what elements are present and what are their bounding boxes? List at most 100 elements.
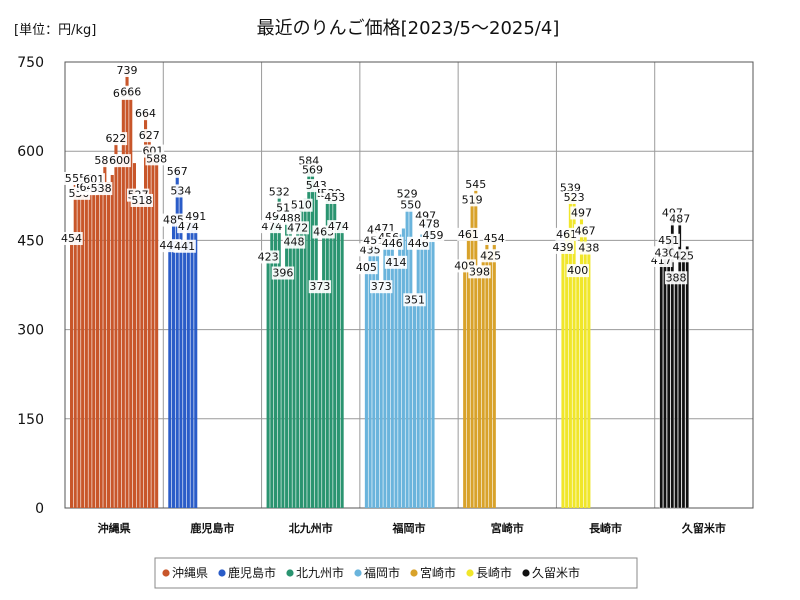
bar — [674, 277, 678, 509]
bar — [368, 249, 372, 508]
bar — [151, 150, 155, 508]
bar — [314, 185, 318, 508]
x-category-label: 福岡市 — [392, 521, 426, 535]
bar — [285, 207, 289, 508]
legend-marker — [410, 569, 418, 577]
bar — [489, 255, 493, 508]
legend-label: 福岡市 — [364, 565, 400, 580]
data-label: 441 — [174, 240, 195, 253]
y-tick-label: 150 — [17, 412, 44, 428]
data-label: 388 — [666, 271, 687, 284]
data-label: 600 — [109, 154, 130, 167]
bar — [296, 227, 300, 509]
data-label: 405 — [356, 261, 377, 274]
data-label-bg — [138, 129, 161, 143]
bar — [329, 192, 333, 508]
bar — [99, 188, 103, 508]
data-label-bg — [308, 280, 332, 294]
data-label: 666 — [120, 86, 141, 99]
x-category-label: 長崎市 — [589, 521, 622, 535]
bar — [186, 226, 190, 509]
data-label-bg — [421, 229, 445, 243]
data-label-bg — [577, 241, 601, 255]
data-label: 351 — [404, 293, 425, 306]
bar — [136, 194, 140, 509]
data-label-bg — [323, 190, 346, 204]
bar — [587, 247, 591, 508]
bars — [70, 68, 689, 509]
data-label-bg — [169, 184, 193, 198]
data-label: 472 — [287, 221, 308, 234]
data-label-bg — [256, 250, 280, 264]
data-label: 373 — [371, 280, 392, 293]
y-axis: 0 150 300 450 600 750 — [17, 55, 44, 517]
bar — [477, 271, 482, 508]
data-labels: 4545555305555846486015385856226006967396… — [60, 64, 695, 307]
data-label-bg — [468, 265, 491, 279]
grid — [65, 61, 753, 509]
bar — [390, 242, 394, 508]
data-label-bg — [104, 132, 128, 146]
bar — [481, 252, 485, 508]
bar — [121, 92, 125, 508]
data-label: 414 — [386, 256, 407, 269]
data-label: 739 — [117, 64, 138, 77]
legend-marker — [162, 569, 170, 577]
bar — [144, 113, 148, 509]
bar — [568, 187, 572, 508]
data-label-bg — [108, 154, 131, 168]
bar — [81, 177, 85, 508]
bar — [372, 239, 376, 508]
data-label: 545 — [465, 178, 486, 191]
bar — [292, 241, 296, 508]
x-category-label: 鹿児島市 — [190, 521, 234, 535]
data-label: 454 — [484, 232, 505, 245]
bar — [147, 135, 151, 509]
data-label-bg — [286, 221, 309, 235]
data-label-bg — [89, 182, 113, 196]
x-category-label: 宮崎市 — [491, 521, 524, 535]
bar — [424, 215, 428, 508]
data-label: 529 — [397, 187, 418, 200]
legend: 沖縄県 鹿児島市 北九州市 福岡市 宮崎市 長崎市 久留米市 — [154, 557, 638, 589]
data-label-bg — [381, 236, 404, 250]
data-label-bg — [672, 249, 695, 263]
bar — [179, 190, 183, 508]
data-label: 487 — [669, 212, 690, 225]
legend-marker — [354, 569, 362, 577]
legend-box — [154, 557, 638, 589]
data-label: 459 — [423, 229, 444, 242]
data-label: 439 — [552, 241, 573, 254]
data-label: 478 — [419, 218, 440, 231]
x-category-label: 沖縄県 — [98, 521, 131, 535]
legend-label: 鹿児島市 — [228, 565, 276, 580]
bar — [273, 216, 278, 508]
bar — [310, 169, 315, 508]
y-tick-label: 300 — [17, 323, 44, 339]
data-label-bg — [664, 271, 688, 285]
data-label: 425 — [673, 249, 694, 262]
data-label: 588 — [146, 152, 167, 165]
data-label: 474 — [261, 220, 282, 233]
data-label-bg — [457, 227, 480, 241]
data-label-bg — [384, 255, 408, 269]
bar — [303, 198, 307, 509]
y-tick-label: 0 — [35, 501, 44, 517]
data-label-bg — [145, 152, 168, 166]
legend-marker — [218, 569, 226, 577]
data-label-bg — [570, 206, 593, 220]
bar — [470, 199, 474, 509]
bar — [492, 238, 496, 508]
bar — [318, 286, 322, 508]
bar — [681, 255, 686, 509]
data-label-bg — [566, 264, 589, 278]
data-label: 430 — [654, 246, 675, 259]
data-label-bg — [483, 232, 506, 246]
data-label: 627 — [139, 129, 160, 142]
data-label-bg — [653, 246, 677, 260]
data-label: 398 — [469, 265, 490, 278]
legend-label: 沖縄県 — [172, 565, 208, 580]
bar — [288, 217, 292, 508]
bar — [73, 177, 77, 508]
